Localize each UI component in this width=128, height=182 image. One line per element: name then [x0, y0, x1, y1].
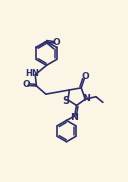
- Text: O: O: [81, 72, 89, 81]
- Text: S: S: [62, 96, 69, 106]
- Text: HN: HN: [25, 69, 39, 78]
- Text: N: N: [83, 94, 91, 103]
- Text: O: O: [53, 38, 60, 47]
- Text: O: O: [22, 80, 30, 89]
- Text: N: N: [70, 113, 78, 122]
